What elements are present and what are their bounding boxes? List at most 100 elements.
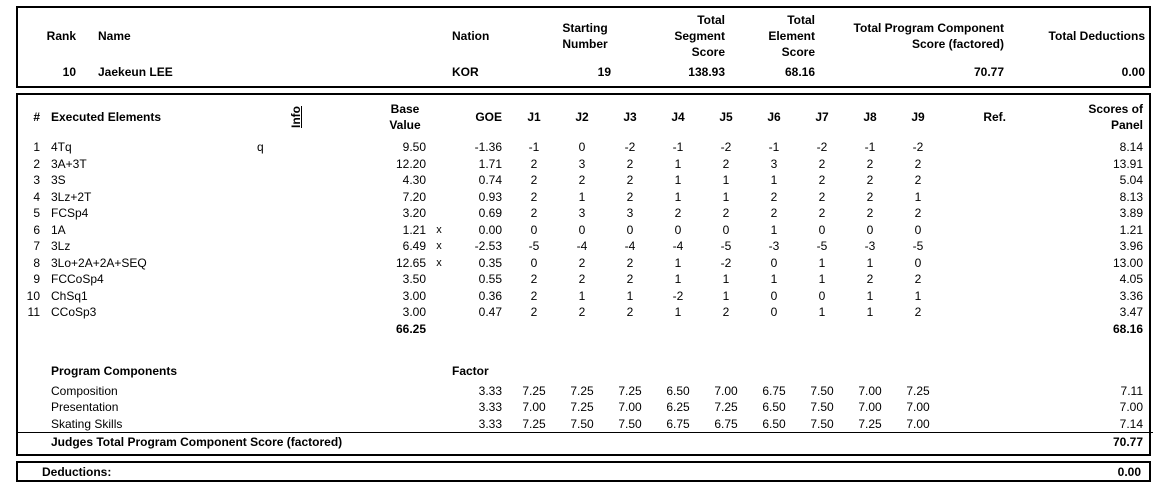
judge-score: 0 xyxy=(626,222,634,237)
judge-score: 1 xyxy=(914,189,922,204)
element-row: 9 FCCoSp4 3.50 0.55 2 2 2 1 1 1 1 2 2 4.… xyxy=(18,271,1153,288)
credit-column-header xyxy=(426,95,452,139)
judge-score: 7.25 xyxy=(618,383,642,398)
judge-score: 0 xyxy=(530,255,538,270)
judge-score: 2 xyxy=(818,206,826,221)
element-name: 3Lz xyxy=(51,239,71,254)
element-name: 3Lz+2T xyxy=(51,189,92,204)
element-info-flag xyxy=(253,156,338,173)
base-value-column-header: Base Value xyxy=(389,102,421,132)
judge-score: 7.00 xyxy=(906,400,930,415)
judge-score: 2 xyxy=(722,156,730,171)
skater-total-segment-score: 138.93 xyxy=(688,65,725,79)
element-name: FCSp4 xyxy=(51,206,89,221)
judge-score: 7.25 xyxy=(858,416,882,431)
element-goe: 0.35 xyxy=(478,255,502,270)
starting-number-column-header: Starting Number xyxy=(562,21,608,51)
judge-score: 1 xyxy=(866,255,874,270)
element-credit-marker xyxy=(426,271,452,288)
judge-score: -3 xyxy=(768,239,780,254)
judge-score: -5 xyxy=(720,239,732,254)
judge-score: 1 xyxy=(674,189,682,204)
components-body: Composition 3.33 7.25 7.25 7.25 6.50 7.0… xyxy=(18,383,1153,433)
component-panel-score: 7.11 xyxy=(1120,383,1143,398)
judge-score: -5 xyxy=(816,239,828,254)
judge-score: -1 xyxy=(768,140,780,155)
judge-score: 2 xyxy=(770,206,778,221)
judge-score: 7.25 xyxy=(714,400,738,415)
element-info-flag xyxy=(253,222,338,239)
judge-score: 0 xyxy=(818,288,826,303)
deductions-box: Deductions: 0.00 xyxy=(16,461,1151,482)
component-ref xyxy=(942,383,1010,400)
judge-score: 2 xyxy=(626,272,634,287)
judge-score: 2 xyxy=(530,156,538,171)
element-name: 3A+3T xyxy=(51,156,87,171)
element-info-flag xyxy=(253,189,338,206)
judge-score: 1 xyxy=(818,305,826,320)
judge-score: 0 xyxy=(770,288,778,303)
total-deductions-column-header: Total Deductions xyxy=(1048,29,1145,43)
judge-score: 7.00 xyxy=(858,383,882,398)
element-ref xyxy=(942,156,1010,173)
element-ref xyxy=(942,172,1010,189)
element-panel-score: 3.96 xyxy=(1119,239,1143,254)
element-base-value: 3.00 xyxy=(402,288,426,303)
component-row: Composition 3.33 7.25 7.25 7.25 6.50 7.0… xyxy=(18,383,1153,400)
judge-score: 1 xyxy=(674,173,682,188)
judge-score: 2 xyxy=(530,272,538,287)
element-credit-marker: x xyxy=(436,240,442,253)
pcs-total-value: 70.77 xyxy=(1010,431,1153,451)
judge-score: 7.00 xyxy=(522,400,546,415)
skater-header-table: Rank Name Nation Starting Number Total S… xyxy=(18,8,1153,86)
judge-score: 1 xyxy=(770,272,778,287)
element-panel-score: 3.36 xyxy=(1119,288,1143,303)
judge-score: 7.50 xyxy=(810,416,834,431)
judge-score: 2 xyxy=(578,173,586,188)
element-panel-score: 13.91 xyxy=(1112,156,1143,171)
judge-column-header-j7: J7 xyxy=(815,110,829,124)
elements-body: 1 4Tq q 9.50 -1.36 -1 0 -2 -1 -2 -1 -2 -… xyxy=(18,139,1153,321)
judge-score: 1 xyxy=(626,288,634,303)
judge-score: 7.25 xyxy=(522,383,546,398)
judge-score: 7.50 xyxy=(810,383,834,398)
judge-score: 0 xyxy=(578,222,586,237)
element-credit-marker: x xyxy=(436,223,442,236)
elements-header-row: # Executed Elements Info Base Value GOE … xyxy=(18,95,1153,139)
element-ref xyxy=(942,304,1010,321)
judge-score: 2 xyxy=(914,206,922,221)
judge-score: 2 xyxy=(674,206,682,221)
judge-score: 2 xyxy=(866,272,874,287)
skater-total-element-score: 68.16 xyxy=(784,65,815,79)
num-column-header: # xyxy=(33,110,40,124)
judge-score: 2 xyxy=(626,305,634,320)
judge-score: -2 xyxy=(672,288,684,303)
element-name: ChSq1 xyxy=(51,288,88,303)
element-number: 6 xyxy=(33,222,40,237)
total-pcs-column-header: Total Program Component Score (factored) xyxy=(853,21,1004,51)
element-info-flag xyxy=(253,255,338,272)
judge-score: 2 xyxy=(530,173,538,188)
element-goe: 0.69 xyxy=(478,206,502,221)
judge-score: 2 xyxy=(530,206,538,221)
spacer-cell xyxy=(510,359,1153,383)
element-credit-marker xyxy=(426,156,452,173)
judge-score: 2 xyxy=(914,305,922,320)
judge-score: 2 xyxy=(578,255,586,270)
element-goe: 0.74 xyxy=(478,173,502,188)
component-factor: 3.33 xyxy=(478,416,502,431)
judge-column-header-j1: J1 xyxy=(527,110,541,124)
ref-column-header: Ref. xyxy=(983,110,1006,124)
judge-score: -2 xyxy=(720,140,732,155)
judge-column-header-j2: J2 xyxy=(575,110,589,124)
judge-score: 1 xyxy=(866,305,874,320)
elements-total-row: 66.25 68.16 xyxy=(18,321,1153,339)
judge-score: 1 xyxy=(770,173,778,188)
judge-score: 2 xyxy=(626,156,634,171)
element-number: 11 xyxy=(27,305,40,320)
element-name: CCoSp3 xyxy=(51,305,97,320)
element-credit-marker xyxy=(426,189,452,206)
judge-score: -4 xyxy=(576,239,588,254)
element-base-value: 1.21 xyxy=(402,222,426,237)
component-factor: 3.33 xyxy=(478,400,502,415)
